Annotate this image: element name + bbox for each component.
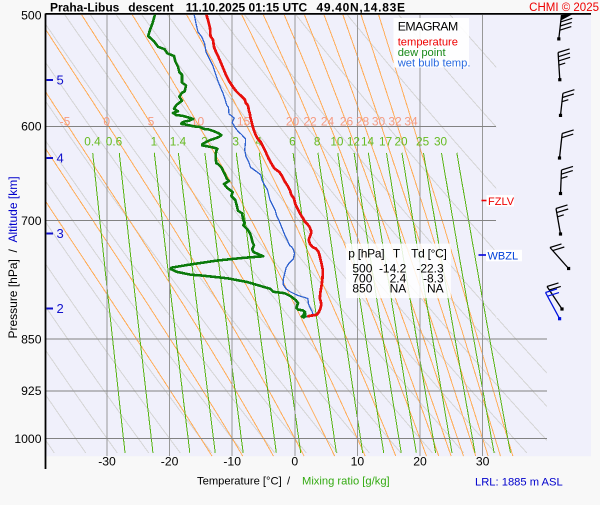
svg-text:32: 32 [388, 114, 402, 128]
svg-text:NA: NA [427, 282, 444, 296]
svg-text:EMAGRAM: EMAGRAM [398, 20, 458, 34]
svg-text:-22.3: -22.3 [416, 262, 444, 276]
svg-text:925: 925 [21, 384, 42, 398]
svg-text:10: 10 [191, 114, 205, 128]
svg-text:0: 0 [291, 455, 298, 469]
svg-text:-5: -5 [60, 114, 71, 128]
svg-text:30: 30 [476, 455, 490, 469]
svg-text:10: 10 [351, 455, 365, 469]
svg-text:28: 28 [356, 114, 370, 128]
svg-text:22: 22 [303, 114, 317, 128]
svg-text:850: 850 [352, 282, 372, 296]
svg-text:-8.3: -8.3 [423, 272, 444, 286]
svg-text:CHMI © 2025: CHMI © 2025 [529, 2, 599, 14]
svg-text:1000: 1000 [14, 432, 41, 446]
svg-text:1.4: 1.4 [170, 134, 187, 148]
svg-text:wet bulb temp.: wet bulb temp. [397, 57, 471, 69]
svg-text:25: 25 [416, 134, 430, 148]
svg-text:500: 500 [352, 262, 372, 276]
svg-text:-20: -20 [161, 455, 179, 469]
svg-text:Td [°C]: Td [°C] [411, 247, 446, 261]
svg-text:49.40N,14.83E: 49.40N,14.83E [317, 1, 406, 15]
svg-text:descent: descent [128, 1, 173, 15]
svg-text:dew point: dew point [398, 47, 447, 59]
svg-text:2.4: 2.4 [390, 272, 407, 286]
svg-text:15: 15 [237, 114, 251, 128]
svg-text:1: 1 [151, 134, 158, 148]
svg-text:850: 850 [21, 333, 42, 347]
svg-text:NA: NA [390, 282, 407, 296]
svg-text:30: 30 [434, 134, 448, 148]
svg-text:2: 2 [201, 134, 208, 148]
svg-text:Pressure [hPa] / Altitude [k: Pressure [hPa] / Altitude [km] [6, 176, 20, 338]
svg-text:34: 34 [404, 114, 418, 128]
svg-text:-30: -30 [98, 455, 116, 469]
svg-text:5: 5 [57, 72, 64, 87]
svg-text:30: 30 [372, 114, 386, 128]
svg-text:2: 2 [57, 301, 64, 316]
svg-text:4: 4 [57, 150, 64, 165]
svg-text:17: 17 [379, 134, 392, 148]
svg-text:14: 14 [361, 134, 375, 148]
svg-text:20: 20 [413, 455, 427, 469]
svg-text:Praha-Libus: Praha-Libus [50, 1, 120, 15]
svg-text:-14.2: -14.2 [379, 262, 407, 276]
svg-text:0.6: 0.6 [106, 134, 123, 148]
svg-text:500: 500 [21, 8, 42, 22]
svg-text:3: 3 [232, 134, 239, 148]
svg-text:600: 600 [21, 120, 42, 134]
svg-text:T: T [393, 247, 401, 261]
svg-text:/: / [287, 476, 291, 488]
svg-text:p [hPa]: p [hPa] [348, 247, 384, 261]
svg-text:20: 20 [286, 114, 300, 128]
svg-text:WBZL: WBZL [488, 250, 519, 262]
svg-text:8: 8 [314, 134, 321, 148]
svg-text:5: 5 [148, 114, 155, 128]
svg-text:700: 700 [21, 214, 42, 228]
svg-text:FZLV: FZLV [488, 196, 515, 208]
svg-text:700: 700 [352, 272, 372, 286]
svg-text:-10: -10 [223, 455, 241, 469]
svg-text:26: 26 [340, 114, 354, 128]
svg-text:LRL: 1885 m ASL: LRL: 1885 m ASL [475, 476, 563, 488]
svg-text:10: 10 [330, 134, 344, 148]
svg-text:12: 12 [347, 134, 360, 148]
svg-text:11.10.2025 01:15 UTC: 11.10.2025 01:15 UTC [186, 1, 308, 15]
svg-text:Temperature [°C]: Temperature [°C] [197, 476, 282, 488]
svg-text:0.4: 0.4 [84, 134, 101, 148]
svg-text:3: 3 [57, 226, 64, 241]
svg-text:20: 20 [394, 134, 408, 148]
svg-text:Mixing ratio [g/kg]: Mixing ratio [g/kg] [302, 476, 390, 488]
svg-text:0: 0 [103, 114, 110, 128]
svg-text:6: 6 [289, 134, 296, 148]
svg-text:temperature: temperature [398, 37, 458, 49]
svg-text:24: 24 [321, 114, 335, 128]
